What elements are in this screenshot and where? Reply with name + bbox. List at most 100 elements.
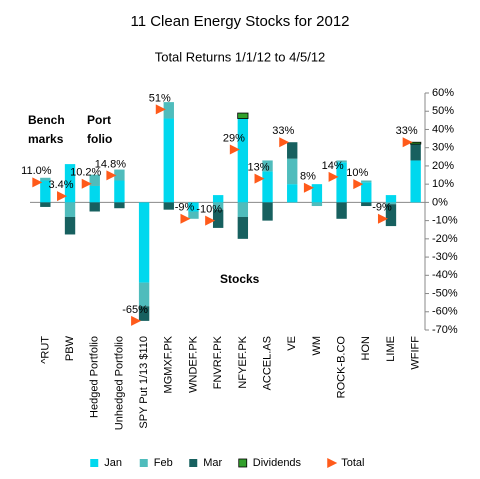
total-marker — [303, 182, 314, 193]
y-tick-label: -60% — [432, 306, 458, 318]
y-tick-label: 60% — [432, 87, 454, 99]
bar-segment — [262, 202, 273, 221]
y-tick-label: 40% — [432, 123, 454, 135]
bar-segment — [385, 195, 397, 203]
x-tick-label: HON — [360, 336, 372, 361]
bar-segment — [64, 164, 76, 203]
x-tick-label: ROCK-B.CO — [336, 336, 348, 399]
total-marker — [353, 179, 364, 190]
bar-segment — [361, 202, 372, 207]
x-tick-label: LIME — [385, 336, 397, 362]
bar-segment — [188, 211, 199, 219]
bar-segment — [89, 185, 100, 203]
total-label: 10.2% — [70, 167, 101, 179]
bar-segment — [114, 202, 125, 209]
chart-title: 11 Clean Energy Stocks for 2012 — [130, 13, 349, 30]
total-marker — [254, 173, 265, 184]
bar-segment — [138, 306, 150, 321]
y-tick-label: -30% — [432, 251, 458, 263]
total-marker — [57, 191, 68, 202]
total-marker — [279, 137, 290, 148]
bar-segment — [262, 171, 273, 203]
x-tick-label: VE — [286, 336, 298, 351]
bar-segment — [237, 118, 249, 203]
bar-segment — [237, 112, 249, 119]
total-label: 10% — [346, 167, 368, 179]
bar-segment — [40, 202, 51, 207]
bar-segment — [262, 160, 273, 172]
legend-label: Dividends — [253, 457, 302, 469]
bar-segment — [385, 204, 397, 227]
total-marker — [229, 144, 240, 155]
bar-segment — [114, 180, 125, 203]
bar-segment — [138, 282, 150, 307]
bar-segment — [237, 202, 249, 217]
x-tick-label: PBW — [64, 335, 76, 361]
bar-segment — [410, 160, 421, 203]
bar-segment — [287, 158, 298, 185]
x-tick-label: WFIFF — [410, 336, 422, 370]
bar-segment — [336, 202, 347, 219]
annotation: Bench — [28, 113, 65, 127]
x-tick-label: WNDEF.PK — [187, 335, 199, 393]
x-tick-label: Hedged Portfolio — [89, 336, 101, 418]
total-label: -10% — [196, 204, 222, 216]
bar-segment — [410, 144, 421, 161]
total-marker — [402, 137, 413, 148]
x-tick-label: ACCEL.AS — [261, 336, 273, 390]
y-tick-label: -70% — [432, 324, 458, 336]
bar-segment — [311, 202, 323, 207]
total-label: 3.4% — [48, 179, 73, 191]
bar-segment — [287, 184, 298, 203]
bar-segment — [114, 169, 125, 181]
total-marker — [180, 213, 191, 224]
annotation: folio — [87, 132, 112, 146]
legend-swatch — [327, 458, 338, 468]
bar-segment — [89, 174, 100, 186]
total-label: -9% — [372, 202, 392, 214]
total-label: -9% — [175, 202, 195, 214]
x-tick-label: WM — [311, 336, 323, 356]
x-tick-label: MGMXF.PK — [163, 335, 175, 393]
bar-segment — [163, 202, 174, 210]
bar-segment — [40, 180, 51, 203]
annotation: marks — [28, 132, 64, 146]
total-label: 13% — [248, 162, 270, 174]
y-tick-label: 20% — [432, 160, 454, 172]
chart-subtitle: Total Returns 1/1/12 to 4/5/12 — [155, 49, 326, 64]
bar-segment — [385, 202, 397, 205]
bar-segment — [64, 216, 76, 235]
total-marker — [377, 213, 388, 224]
y-tick-label: 50% — [432, 105, 454, 117]
bar-segment — [40, 177, 51, 181]
legend-label: Feb — [154, 457, 173, 469]
bar-segment — [311, 184, 323, 203]
legend-swatch — [189, 459, 198, 467]
bar-segment — [287, 142, 298, 159]
total-label: 33% — [396, 125, 418, 137]
legend-swatch — [238, 458, 248, 468]
total-marker — [155, 104, 166, 115]
bar-segment — [336, 160, 347, 163]
x-tick-label: ^RUT — [39, 336, 51, 364]
total-label: 11.0% — [21, 165, 52, 177]
bar-segment — [89, 202, 100, 212]
total-label: 14% — [322, 160, 344, 172]
bar-segment — [212, 195, 224, 203]
total-marker — [328, 171, 339, 182]
y-tick-label: -10% — [432, 215, 458, 227]
x-tick-label: SPY Put 1/13 $110 — [138, 336, 150, 429]
bar-segment — [361, 180, 372, 183]
total-label: -65% — [122, 304, 148, 316]
bar-segment — [212, 202, 224, 210]
bar-segment — [64, 202, 76, 217]
bar-segment — [138, 202, 150, 283]
y-tick-label: -40% — [432, 269, 458, 281]
bar-segment — [237, 216, 249, 239]
y-tick-label: 0% — [432, 196, 448, 208]
total-label: 8% — [300, 171, 316, 183]
y-tick-label: 10% — [432, 178, 454, 190]
y-tick-label: -50% — [432, 287, 458, 299]
legend-swatch — [139, 459, 148, 467]
